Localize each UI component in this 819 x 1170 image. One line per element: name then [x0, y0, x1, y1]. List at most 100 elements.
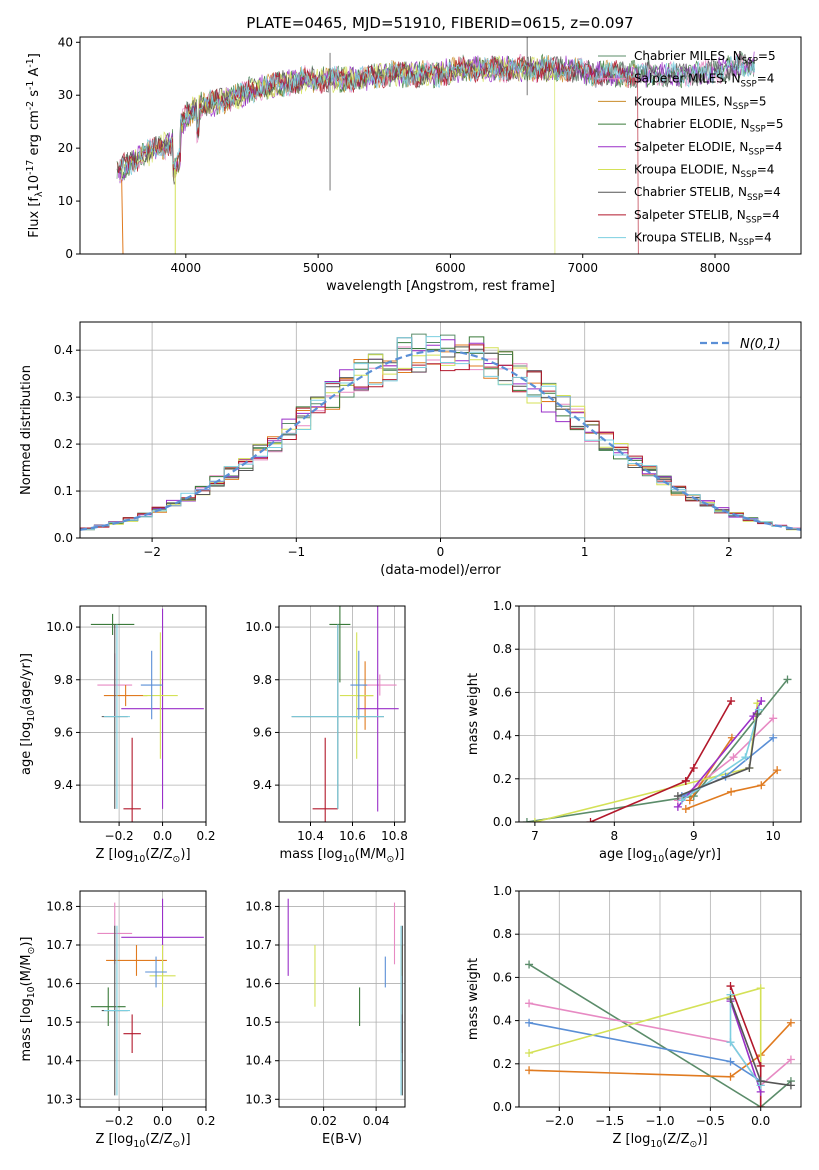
spectrum-line — [119, 55, 556, 254]
weight-line — [528, 1022, 762, 1082]
x-tick-label: 10.4 — [297, 829, 324, 843]
panel-age-vs-Z: −0.2 0.0 0.2 9.4 9.6 9.8 10.0 Z [log10(Z/Z⊙)] ag… — [19, 605, 216, 865]
y-tick-label: 0.0 — [54, 531, 73, 545]
weight-marker — [773, 766, 782, 775]
x-tick-label: 8 — [611, 829, 619, 843]
x-tick-label: 0.0 — [751, 1114, 770, 1128]
panel-massweight-vs-Z: −2.0 −1.5 −1.0 −0.5 0.0 0.0 0.2 0.4 0.6 0.8 1.0 Z [… — [466, 884, 802, 1150]
plot-area — [90, 608, 204, 822]
legend-label: Salpeter ELODIE, NSSP=4 — [634, 140, 782, 158]
y-tick-label: 10.3 — [46, 1092, 73, 1106]
x-tick-label: 10.6 — [339, 829, 366, 843]
y-tick-label: 1.0 — [493, 884, 512, 898]
y-tick-label: 9.4 — [54, 778, 73, 792]
weight-marker — [681, 776, 690, 785]
axes-frame — [79, 36, 802, 255]
legend-label: Chabrier ELODIE, NSSP=5 — [634, 117, 783, 135]
weight-marker — [786, 1018, 795, 1027]
weight-marker — [786, 1055, 795, 1064]
panel-massweight-vs-age: 7 8 9 10 0.0 0.2 0.4 0.6 0.8 1.0 age [log10(age/yr… — [466, 599, 802, 865]
x-tick-label: 0.0 — [153, 1114, 172, 1128]
y-tick-label: 9.6 — [54, 725, 73, 739]
x-tick-label: 7000 — [567, 261, 598, 275]
y-tick-label: 10 — [58, 194, 73, 208]
legend-label: Chabrier MILES, NSSP=5 — [634, 49, 776, 67]
x-tick-label: −2.0 — [545, 1114, 574, 1128]
y-axis-label: mass weight — [466, 958, 481, 1040]
y-tick-label: 0 — [65, 247, 73, 261]
legend-label: N(0,1) — [740, 337, 781, 352]
y-tick-label: 10.4 — [46, 1054, 73, 1068]
y-tick-label: 0.2 — [493, 772, 512, 786]
y-tick-label: 10.5 — [46, 1015, 73, 1029]
panel-mass-vs-EBV: 0.02 0.04 10.3 10.4 10.5 10.6 10.7 10.8 E(B-V) — [245, 890, 406, 1147]
x-tick-label: 6000 — [435, 261, 466, 275]
x-tick-label: −2 — [143, 545, 161, 559]
weight-line — [685, 769, 778, 810]
y-tick-label: 10.8 — [46, 899, 73, 913]
y-tick-label: 9.8 — [54, 673, 73, 687]
y-axis-label: Normed distribution — [19, 365, 34, 495]
x-tick-label: 10 — [766, 829, 781, 843]
y-tick-label: 0.2 — [54, 437, 73, 451]
y-tick-label: 0.3 — [54, 390, 73, 404]
weight-marker — [689, 764, 698, 772]
y-tick-label: 40 — [58, 35, 73, 49]
x-tick-label: −0.2 — [105, 1114, 134, 1128]
legend-label: Chabrier STELIB, NSSP=4 — [634, 185, 781, 203]
weight-line — [529, 1022, 792, 1078]
legend: N(0,1) — [700, 337, 781, 352]
axes-frame — [278, 605, 406, 823]
weight-marker — [757, 697, 766, 706]
weight-marker — [685, 796, 694, 805]
y-tick-label: 10.7 — [245, 938, 272, 952]
x-tick-label: −0.5 — [696, 1114, 725, 1128]
weight-marker — [525, 1018, 534, 1027]
weight-marker — [769, 733, 778, 742]
weight-marker — [754, 705, 763, 714]
weight-marker — [530, 818, 539, 822]
weight-marker — [525, 1066, 534, 1075]
x-tick-label: −1.0 — [645, 1114, 674, 1128]
weight-marker — [756, 1061, 765, 1070]
y-axis-label: Flux [fλ10-17 erg cm-2 s-1 A-1] — [25, 53, 45, 238]
x-tick-label: −0.2 — [105, 829, 134, 843]
y-axis-label: mass [log10(M/M⊙)] — [19, 937, 37, 1062]
y-tick-label: 0.8 — [493, 642, 512, 656]
x-axis-label: Z [log10(Z/Z⊙)] — [95, 847, 190, 865]
x-axis-label: mass [log10(M/M⊙)] — [280, 847, 405, 865]
x-axis-label: age [log10(age/yr)] — [599, 847, 721, 865]
plot-area — [287, 898, 403, 1096]
legend: Chabrier MILES, NSSP=5 Salpeter MILES, NS… — [598, 49, 783, 248]
y-tick-label: 0.4 — [493, 1014, 512, 1028]
y-tick-label: 10.6 — [245, 977, 272, 991]
weight-marker — [727, 697, 736, 706]
x-tick-label: 8000 — [700, 261, 731, 275]
weight-marker — [677, 796, 686, 805]
axes-frame — [79, 890, 207, 1108]
y-tick-label: 10.7 — [46, 938, 73, 952]
weight-line — [528, 963, 792, 1107]
weight-marker — [726, 1057, 735, 1066]
x-tick-label: −1 — [287, 545, 305, 559]
weight-marker — [525, 1049, 534, 1057]
spectrum-line — [119, 55, 756, 176]
y-tick-label: 9.8 — [253, 673, 272, 687]
y-tick-label: 10.8 — [245, 899, 272, 913]
y-tick-label: 10.4 — [245, 1054, 272, 1068]
axes-frame — [518, 605, 802, 823]
y-tick-label: 10.0 — [46, 620, 73, 634]
weight-marker — [757, 781, 766, 790]
y-tick-label: 10.3 — [245, 1092, 272, 1106]
weight-marker — [786, 1081, 795, 1090]
weight-line — [729, 1000, 762, 1093]
plot-area — [291, 606, 399, 822]
y-tick-label: 9.6 — [253, 725, 272, 739]
weight-line — [685, 767, 695, 782]
weight-marker — [769, 714, 778, 723]
weight-marker — [673, 792, 682, 801]
spectrum-edge — [121, 179, 124, 254]
y-tick-label: 0.4 — [54, 343, 73, 357]
x-tick-label: 7 — [531, 829, 539, 843]
weight-marker — [525, 960, 534, 969]
